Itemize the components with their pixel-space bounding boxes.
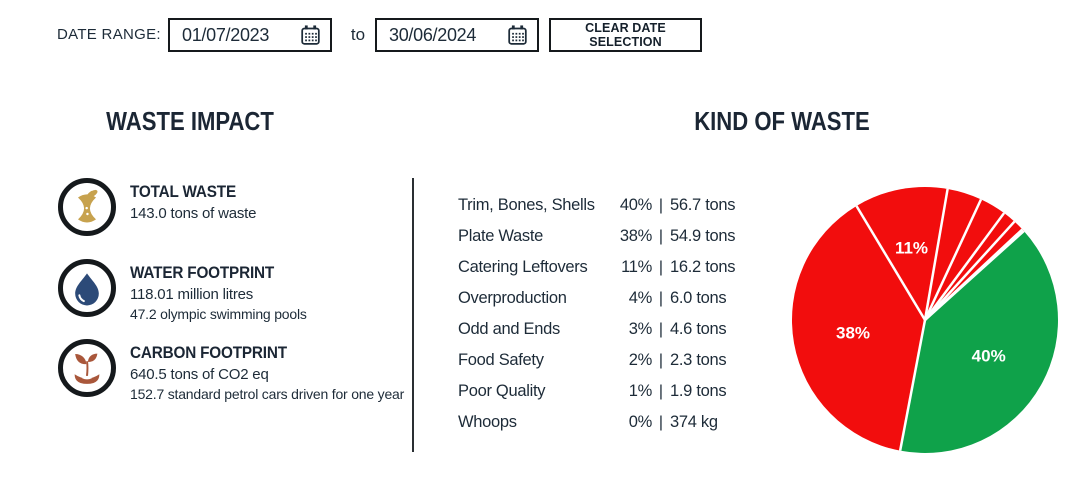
waste-row-percent: 1% [628, 382, 653, 400]
water-drop-icon [75, 273, 99, 306]
waste-row-separator: | [658, 196, 664, 214]
waste-row-label: Poor Quality [458, 382, 546, 400]
waste-row-separator: | [658, 227, 664, 245]
waste-row-percent: 3% [628, 320, 653, 338]
waste-row-amount: 1.9 tons [670, 382, 727, 400]
pie-slice-poor-quality[interactable] [925, 221, 1023, 320]
carbon-footprint-equivalent: 152.7 standard petrol cars driven for on… [130, 386, 405, 402]
pie-slice-plate-waste[interactable] [791, 205, 925, 451]
clear-date-selection-button[interactable]: CLEAR DATE SELECTION [549, 18, 702, 52]
waste-row-amount: 56.7 tons [670, 196, 736, 214]
waste-row-percent: 40% [619, 196, 652, 214]
waste-row-percent: 2% [628, 351, 653, 369]
waste-row-poor-quality: Poor Quality 1% | 1.9 tons [458, 376, 750, 407]
pie-slice-border [855, 205, 927, 321]
pie-chart-svg: 40% 38% 11% [791, 187, 1058, 454]
waste-row-percent: 4% [628, 289, 653, 307]
water-footprint-value: 118.01 million litres [130, 286, 254, 303]
pie-slice-border [923, 188, 949, 321]
pie-slice-border [924, 220, 1016, 321]
carbon-footprint-item: CARBON FOOTPRINT 640.5 tons of CO2 eq 15… [58, 339, 404, 402]
calendar-icon[interactable] [300, 24, 321, 46]
waste-row-amount: 374 kg [670, 413, 718, 431]
carbon-footprint-icon-ring [58, 339, 116, 397]
waste-row-food-safety: Food Safety 2% | 2.3 tons [458, 345, 750, 376]
waste-row-label: Overproduction [458, 289, 567, 307]
waste-row-odd-and-ends: Odd and Ends 3% | 4.6 tons [458, 314, 750, 345]
waste-row-trim-bones-shells: Trim, Bones, Shells 40% | 56.7 tons [458, 190, 750, 221]
waste-row-percent: 0% [628, 413, 653, 431]
waste-row-overproduction: Overproduction 4% | 6.0 tons [458, 283, 750, 314]
water-footprint-label: WATER FOOTPRINT [130, 263, 275, 282]
pie-slice-border [924, 228, 1024, 321]
waste-row-separator: | [658, 320, 664, 338]
total-waste-icon-ring [58, 178, 116, 236]
waste-row-plate-waste: Plate Waste 38% | 54.9 tons [458, 221, 750, 252]
date-range-label: DATE RANGE: [57, 26, 161, 43]
waste-row-separator: | [658, 289, 664, 307]
total-waste-label: TOTAL WASTE [130, 182, 236, 201]
date-from-value[interactable]: 01/07/2023 [182, 24, 270, 45]
water-footprint-icon-ring [58, 259, 116, 317]
waste-row-percent: 11% [621, 258, 652, 276]
waste-row-separator: | [658, 413, 664, 431]
waste-row-label: Catering Leftovers [458, 258, 588, 276]
waste-row-amount: 54.9 tons [670, 227, 736, 245]
waste-row-catering-leftovers: Catering Leftovers 11% | 16.2 tons [458, 252, 750, 283]
water-footprint-equivalent: 47.2 olympic swimming pools [130, 306, 307, 322]
waste-row-separator: | [658, 382, 664, 400]
waste-row-amount: 4.6 tons [670, 320, 727, 338]
waste-row-amount: 16.2 tons [670, 258, 736, 276]
waste-row-label: Odd and Ends [458, 320, 560, 338]
waste-row-label: Food Safety [458, 351, 544, 369]
waste-row-label: Whoops [458, 413, 517, 431]
kind-of-waste-pie-chart: 40% 38% 11% [785, 180, 1065, 460]
carbon-footprint-label: CARBON FOOTPRINT [130, 343, 287, 362]
kind-of-waste-list: Trim, Bones, Shells 40% | 56.7 tons Plat… [458, 190, 750, 438]
waste-row-label: Plate Waste [458, 227, 544, 245]
pie-slice-odd-and-ends[interactable] [925, 199, 1005, 320]
water-footprint-item: WATER FOOTPRINT 118.01 million litres 47… [58, 259, 307, 322]
waste-impact-title: WASTE IMPACT [106, 106, 274, 136]
date-from-input[interactable]: 01/07/2023 [168, 18, 332, 52]
pie-slice-border [898, 319, 927, 451]
waste-row-whoops: Whoops 0% | 374 kg [458, 407, 750, 438]
total-waste-item: TOTAL WASTE 143.0 tons of waste [58, 178, 256, 236]
waste-row-percent: 38% [619, 227, 652, 245]
kind-of-waste-title: KIND OF WASTE [694, 106, 870, 136]
waste-row-label: Trim, Bones, Shells [458, 196, 595, 214]
waste-row-amount: 6.0 tons [670, 289, 727, 307]
date-range-to-separator: to [350, 25, 366, 44]
waste-row-separator: | [658, 258, 664, 276]
pie-slice-label: 40% [972, 346, 1006, 365]
date-to-value[interactable]: 30/06/2024 [389, 24, 477, 45]
carbon-plant-icon [74, 353, 100, 384]
pie-slice-trim-bones-shells[interactable] [900, 231, 1058, 454]
waste-row-amount: 2.3 tons [670, 351, 727, 369]
carbon-footprint-value: 640.5 tons of CO2 eq [130, 366, 269, 383]
apple-core-icon [78, 189, 98, 223]
pie-slice-label: 38% [836, 323, 870, 342]
section-divider [412, 178, 414, 452]
date-to-input[interactable]: 30/06/2024 [375, 18, 539, 52]
pie-slice-catering-leftovers[interactable] [856, 187, 948, 320]
calendar-icon[interactable] [507, 24, 528, 46]
total-waste-value: 143.0 tons of waste [130, 205, 257, 222]
pie-slice-food-safety[interactable] [925, 213, 1015, 320]
pie-slice-label: 11% [895, 239, 928, 258]
pie-slice-border [923, 198, 983, 321]
pie-slice-border [923, 212, 1006, 321]
waste-row-separator: | [658, 351, 664, 369]
